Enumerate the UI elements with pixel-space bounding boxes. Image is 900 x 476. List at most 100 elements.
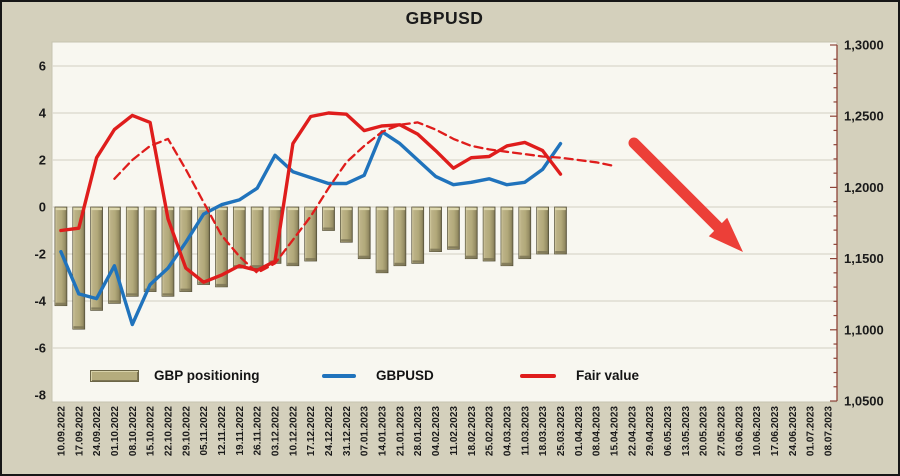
x-tick-label: 29.10.2022 <box>181 406 192 456</box>
bar-cap <box>501 207 513 211</box>
bar-shadow <box>465 255 477 258</box>
legend-swatch-bar <box>90 369 139 382</box>
svg-text:-2: -2 <box>34 247 46 262</box>
bar-cap <box>358 207 370 211</box>
bar-cap <box>376 207 388 211</box>
x-tick-label: 17.12.2022 <box>306 406 317 456</box>
legend-item-gbp-positioning: GBP positioning <box>90 368 260 383</box>
bar-shadow <box>180 288 192 291</box>
chart-title: GBPUSD <box>405 8 484 28</box>
bar-shadow <box>126 293 138 296</box>
x-tick-label: 15.10.2022 <box>146 406 157 456</box>
bar-shadow <box>448 246 459 249</box>
legend-item-gbpusd: GBPUSD <box>322 368 434 383</box>
x-tick-label: 14.01.2023 <box>378 406 389 456</box>
bar <box>72 206 86 330</box>
x-tick-label: 25.02.2023 <box>485 406 496 456</box>
bar-shadow <box>394 262 406 266</box>
bar <box>286 206 300 267</box>
bar-shadow <box>305 258 316 261</box>
bar-cap <box>109 207 120 211</box>
x-tick-label: 24.12.2022 <box>324 406 335 456</box>
svg-text:1,1500: 1,1500 <box>844 251 884 266</box>
bar <box>518 206 532 260</box>
x-tick-label: 24.06.2023 <box>788 406 799 456</box>
legend-label: Fair value <box>576 368 640 383</box>
svg-text:1,3000: 1,3000 <box>844 38 884 53</box>
bar-shadow <box>376 269 388 273</box>
trend-arrow <box>628 137 743 252</box>
bar-cap <box>519 207 531 211</box>
x-tick-label: 10.12.2022 <box>288 406 299 456</box>
bar-shadow <box>216 283 227 287</box>
svg-text:1,1000: 1,1000 <box>844 322 884 337</box>
x-tick-label: 22.10.2022 <box>164 406 175 456</box>
bar-cap <box>198 207 209 211</box>
legend-label: GBPUSD <box>376 368 434 383</box>
bar-cap <box>251 207 263 211</box>
bar-cap <box>73 207 85 211</box>
x-tick-label: 29.04.2023 <box>645 406 656 456</box>
bar-cap <box>323 207 334 211</box>
x-tick-label: 13.05.2023 <box>681 406 692 456</box>
x-tick-label: 27.05.2023 <box>717 406 728 456</box>
x-tick-label: 04.02.2023 <box>431 406 442 456</box>
bar <box>464 206 478 260</box>
bar-shadow <box>430 248 441 251</box>
svg-text:1,2000: 1,2000 <box>844 180 884 195</box>
left-axis-labels: 6 4 2 0 -2 -4 -6 -8 <box>34 59 46 403</box>
bar <box>536 206 549 255</box>
legend-label: GBP positioning <box>154 368 260 383</box>
x-tick-label: 07.01.2023 <box>360 406 371 456</box>
x-tick-label: 15.04.2023 <box>610 406 621 456</box>
svg-text:-6: -6 <box>34 341 46 356</box>
bar-shadow <box>555 251 566 254</box>
legend-swatch-blue-line <box>322 373 356 378</box>
right-axis-spine <box>830 44 838 402</box>
fair-value-line <box>59 111 563 284</box>
bar-shadow <box>501 262 513 266</box>
bar-cap <box>448 207 459 211</box>
bar <box>340 206 353 243</box>
bar-shadow <box>55 302 67 305</box>
x-tick-label: 03.06.2023 <box>734 406 745 456</box>
svg-text:0: 0 <box>39 200 46 215</box>
bar <box>197 206 210 285</box>
x-tick-label: 04.03.2023 <box>502 406 513 456</box>
svg-text:1,2500: 1,2500 <box>844 109 884 124</box>
legend-item-fair-value: Fair value <box>520 368 639 383</box>
bar-cap <box>216 207 227 211</box>
bar-shadow <box>251 265 263 268</box>
bar-cap <box>483 207 495 211</box>
bar-shadow <box>358 255 370 258</box>
bar-cap <box>162 207 174 211</box>
x-tick-label: 18.02.2023 <box>467 406 478 456</box>
bar <box>250 206 264 269</box>
bar-cap <box>394 207 406 211</box>
bar <box>393 206 407 267</box>
bar-shadow <box>109 300 120 303</box>
bar <box>143 206 157 292</box>
bar <box>125 206 139 297</box>
svg-text:-8: -8 <box>34 388 46 403</box>
bar-shadow <box>483 258 495 261</box>
bar <box>500 206 514 267</box>
x-tick-label: 26.11.2022 <box>253 406 264 456</box>
bar-cap <box>269 207 281 211</box>
bar <box>304 206 318 262</box>
x-tick-label: 20.05.2023 <box>699 406 710 456</box>
bar-cap <box>234 207 245 211</box>
x-tick-label: 17.09.2022 <box>74 406 85 456</box>
bar-cap <box>287 207 299 211</box>
bar <box>447 206 460 250</box>
bar-cap <box>144 207 156 211</box>
x-tick-label: 31.12.2022 <box>342 406 353 456</box>
bar <box>429 206 442 253</box>
fair-value-dashed-line <box>113 121 616 274</box>
bar <box>375 206 389 274</box>
bar-cap <box>305 207 316 211</box>
bar-shadow <box>91 307 102 310</box>
x-tick-label: 21.01.2023 <box>395 406 406 456</box>
svg-text:1,0500: 1,0500 <box>844 394 884 409</box>
x-tick-label: 28.01.2023 <box>413 406 424 456</box>
